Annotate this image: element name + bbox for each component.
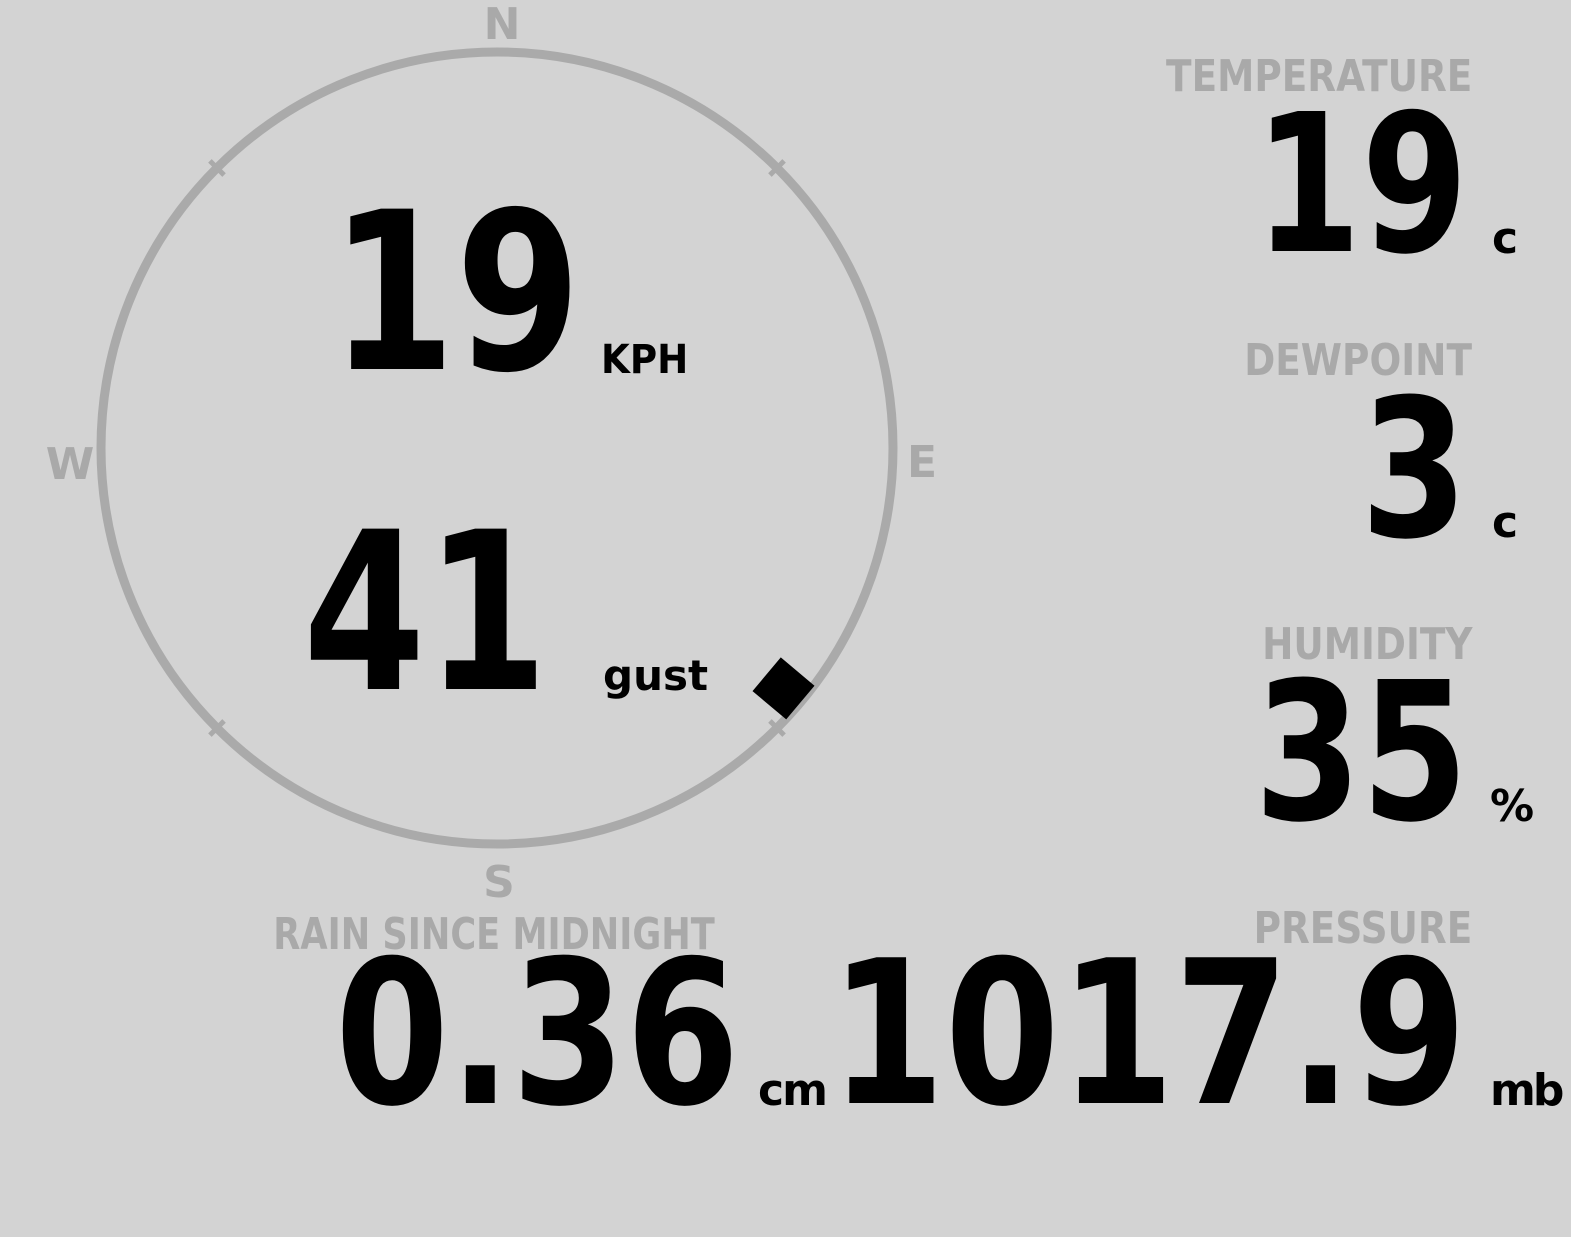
compass-e: E xyxy=(906,437,938,488)
humidity-unit: % xyxy=(1490,781,1535,832)
wind-speed-unit: KPH xyxy=(601,337,689,383)
pressure-value: 1017.9 xyxy=(830,918,1467,1151)
wind-direction-indicator xyxy=(752,657,815,720)
temperature-value: 19 xyxy=(1254,74,1468,297)
dewpoint-label: DEWPOINT xyxy=(1244,335,1472,386)
compass-ring xyxy=(96,47,898,849)
wind-speed-value: 19 xyxy=(330,165,582,421)
compass-tick xyxy=(768,719,786,737)
rain-label: RAIN SINCE MIDNIGHT xyxy=(273,909,715,960)
compass-tick xyxy=(208,159,226,177)
wind-gust-value: 41 xyxy=(303,485,548,741)
temperature-label: TEMPERATURE xyxy=(1165,51,1472,102)
dewpoint-unit: c xyxy=(1492,497,1519,548)
humidity-label: HUMIDITY xyxy=(1261,619,1472,670)
wind-gust-unit: gust xyxy=(603,651,709,700)
temperature-unit: c xyxy=(1492,213,1519,264)
compass-tick xyxy=(768,159,786,177)
pressure-label: PRESSURE xyxy=(1253,903,1472,954)
humidity-value: 35 xyxy=(1254,642,1468,865)
rain-value: 0.36 xyxy=(335,918,740,1151)
compass-w: W xyxy=(45,439,95,490)
compass-ticks xyxy=(208,159,786,737)
dewpoint-value: 3 xyxy=(1361,359,1468,582)
rain-unit: cm xyxy=(758,1065,828,1116)
compass-s: S xyxy=(483,857,515,908)
compass-tick xyxy=(208,719,226,737)
compass-n: N xyxy=(483,0,521,50)
pressure-unit: mb xyxy=(1490,1065,1564,1116)
